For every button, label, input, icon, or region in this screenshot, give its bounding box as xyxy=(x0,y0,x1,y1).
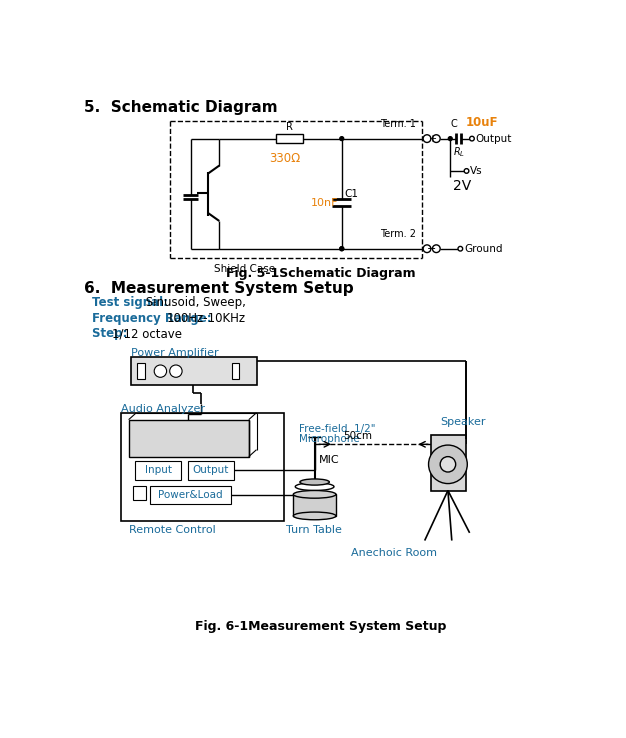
Text: Output: Output xyxy=(193,466,229,475)
Bar xyxy=(232,363,240,379)
Circle shape xyxy=(433,245,440,252)
Text: Fig. 6-1Measurement System Setup: Fig. 6-1Measurement System Setup xyxy=(195,620,446,633)
Text: Audio Analyzer: Audio Analyzer xyxy=(121,404,205,414)
Circle shape xyxy=(464,169,469,173)
Text: Output: Output xyxy=(476,134,512,144)
Text: Fig. 5-1Schematic Diagram: Fig. 5-1Schematic Diagram xyxy=(226,267,416,280)
Text: Power Amplifier: Power Amplifier xyxy=(131,348,218,358)
Ellipse shape xyxy=(295,483,334,491)
Bar xyxy=(431,435,466,491)
Text: 6.  Measurement System Setup: 6. Measurement System Setup xyxy=(85,281,354,296)
Text: C1: C1 xyxy=(344,189,358,199)
Text: Shield Case: Shield Case xyxy=(214,264,275,274)
Text: MIC: MIC xyxy=(319,455,340,465)
Ellipse shape xyxy=(300,479,329,485)
Circle shape xyxy=(340,246,344,251)
Circle shape xyxy=(429,445,467,483)
Text: 50cm: 50cm xyxy=(343,431,372,441)
Bar xyxy=(128,420,249,457)
Text: Speaker: Speaker xyxy=(441,418,486,427)
Circle shape xyxy=(340,246,344,251)
Text: Anechoic Room: Anechoic Room xyxy=(351,548,438,558)
Bar xyxy=(121,413,284,521)
Circle shape xyxy=(423,245,431,252)
Circle shape xyxy=(340,137,344,140)
Text: Term. 1: Term. 1 xyxy=(381,120,416,129)
Text: R: R xyxy=(285,122,292,131)
Text: Test signal:: Test signal: xyxy=(92,297,168,309)
Text: 1/12 octave: 1/12 octave xyxy=(111,327,182,340)
Text: 10uF: 10uF xyxy=(466,117,498,129)
Text: Microphone: Microphone xyxy=(299,433,360,444)
Text: Remote Control: Remote Control xyxy=(128,525,215,535)
Circle shape xyxy=(170,365,182,377)
Text: Term. 2: Term. 2 xyxy=(381,230,416,239)
Ellipse shape xyxy=(294,512,336,520)
Circle shape xyxy=(433,135,440,142)
Circle shape xyxy=(470,137,475,141)
Ellipse shape xyxy=(294,491,336,498)
Bar xyxy=(293,494,336,516)
Bar xyxy=(137,363,145,379)
Bar xyxy=(131,357,257,385)
Text: Sinusoid, Sweep,: Sinusoid, Sweep, xyxy=(142,297,245,309)
Text: 5.  Schematic Diagram: 5. Schematic Diagram xyxy=(85,100,278,115)
Text: +: + xyxy=(428,134,436,144)
Text: Step:: Step: xyxy=(92,327,131,340)
Bar xyxy=(188,461,234,480)
Text: Ground: Ground xyxy=(464,244,503,254)
Text: Frequency Range:: Frequency Range: xyxy=(92,312,212,325)
Bar xyxy=(276,134,303,143)
Circle shape xyxy=(448,137,452,140)
Text: Input: Input xyxy=(145,466,172,475)
Bar xyxy=(150,486,231,504)
Circle shape xyxy=(440,457,456,472)
Bar xyxy=(133,486,146,500)
Text: Turn Table: Turn Table xyxy=(286,525,342,535)
Text: −: − xyxy=(427,244,436,254)
Text: 10nF: 10nF xyxy=(310,198,338,207)
Text: 2V: 2V xyxy=(453,179,471,193)
Text: Vs: Vs xyxy=(470,166,483,176)
Text: Power&Load: Power&Load xyxy=(158,490,222,500)
Bar xyxy=(135,461,182,480)
Text: 330Ω: 330Ω xyxy=(270,153,301,165)
Circle shape xyxy=(154,365,167,377)
Text: C: C xyxy=(451,120,458,129)
Text: $ R_L$: $ R_L$ xyxy=(453,145,464,159)
Text: 100Hz-10KHz: 100Hz-10KHz xyxy=(167,312,246,325)
Circle shape xyxy=(423,135,431,142)
Circle shape xyxy=(458,246,463,251)
Text: Free-field  1/2": Free-field 1/2" xyxy=(299,424,376,434)
